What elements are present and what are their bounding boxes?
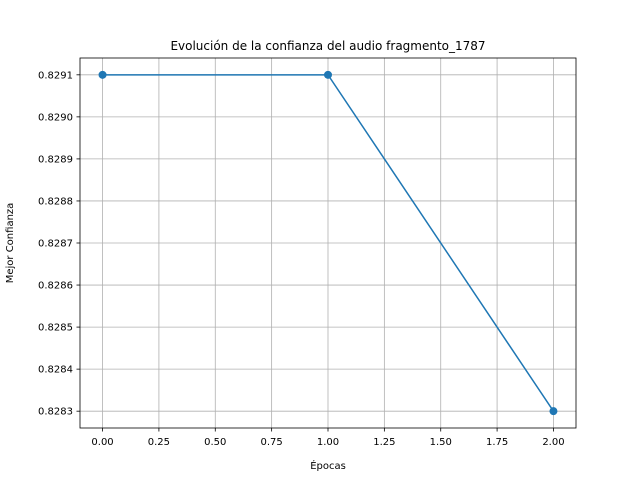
x-tick-label: 0.50 [204,437,226,448]
x-axis: 0.00 0.25 0.50 0.75 1.00 1.25 1.50 1.75 2.00 [91,428,565,448]
x-axis-label: Épocas [310,459,346,472]
y-tick-label: 0.8284 [38,365,73,376]
y-tick-label: 0.8285 [38,323,73,334]
chart-title: Evolución de la confianza del audio frag… [170,39,485,53]
x-tick-label: 1.25 [373,437,395,448]
x-tick-label: 1.50 [430,437,452,448]
x-tick-label: 0.00 [91,437,113,448]
y-tick-label: 0.8289 [38,154,73,165]
y-tick-label: 0.8287 [38,239,73,250]
x-tick-label: 0.25 [148,437,170,448]
data-point [549,407,558,416]
x-tick-label: 0.75 [261,437,283,448]
y-tick-label: 0.8288 [38,196,73,207]
x-tick-label: 2.00 [542,437,564,448]
y-axis-label: Mejor Confianza [5,203,16,284]
data-point [324,70,332,79]
x-tick-label: 1.75 [486,437,508,448]
y-tick-label: 0.8286 [38,281,73,292]
y-axis: 0.8283 0.8284 0.8285 0.8286 0.8287 0.8288 0.82… [38,70,80,418]
series-line [98,70,558,416]
y-tick-label: 0.8290 [38,112,73,123]
y-tick-label: 0.8283 [38,407,73,418]
y-tick-label: 0.8291 [38,70,73,81]
x-tick-label: 1.00 [317,437,339,448]
data-point [98,70,107,79]
